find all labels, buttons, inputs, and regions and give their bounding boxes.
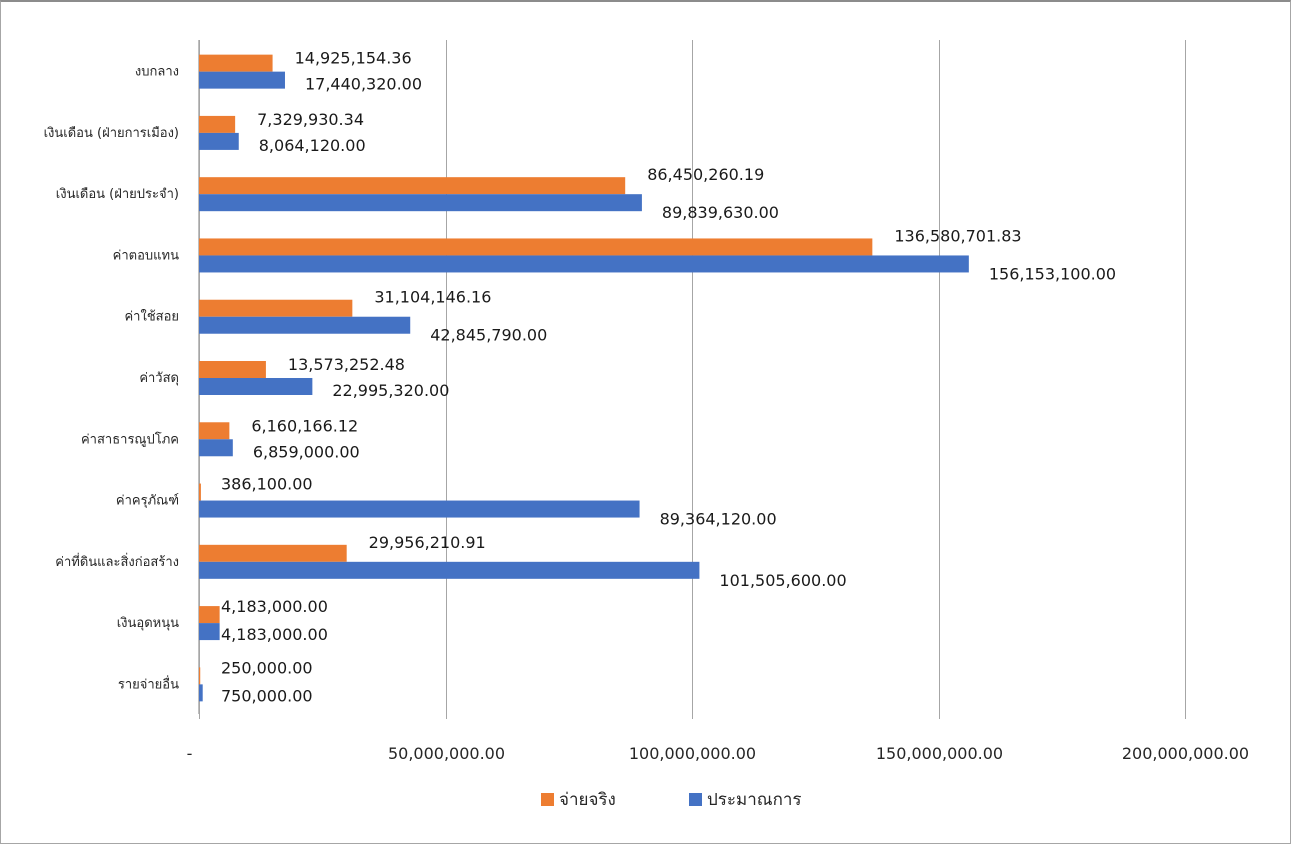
- bar-estimate: [199, 500, 640, 518]
- bar-actual: [199, 606, 220, 624]
- data-label: 136,580,701.83: [894, 226, 1021, 245]
- category-label: เงินเดือน (ฝ่ายประจำ): [56, 186, 179, 202]
- x-tick-label: 200,000,000.00: [1122, 744, 1249, 763]
- bar-estimate: [199, 439, 233, 457]
- bar-estimate: [199, 316, 411, 334]
- data-label: 750,000.00: [221, 686, 313, 705]
- legend-label: จ่ายจริง: [559, 790, 616, 810]
- legend-label: ประมาณการ: [707, 790, 802, 810]
- category-label: เงินอุดหนุน: [117, 616, 179, 631]
- value-axis: - 50,000,000.00 100,000,000.00 150,000,000.…: [187, 40, 1249, 763]
- bar-estimate: [199, 561, 700, 579]
- legend-swatch: [689, 793, 702, 806]
- category-label: ค่าใช้สอย: [124, 309, 179, 325]
- bar-estimate: [199, 623, 220, 641]
- legend: จ่ายจริง ประมาณการ: [541, 790, 802, 810]
- bar-actual: [199, 299, 353, 317]
- data-label: 8,064,120.00: [259, 136, 366, 155]
- bar-actual: [199, 177, 626, 195]
- category-label: เงินเดือน (ฝ่ายการเมือง): [44, 125, 179, 141]
- bar-actual: [199, 361, 266, 378]
- bar-estimate: [199, 255, 969, 273]
- data-label: 7,329,930.34: [257, 110, 364, 129]
- data-label: 22,995,320.00: [332, 381, 449, 400]
- bar-estimate: [199, 132, 239, 150]
- bar-estimate: [199, 684, 203, 702]
- category-label: ค่าตอบแทน: [113, 248, 179, 263]
- data-labels: 14,925,154.36 17,440,320.00 7,329,930.34 8,…: [221, 49, 1116, 706]
- data-label: 31,104,146.16: [374, 288, 491, 307]
- category-label: ค่าที่ดินและสิ่งก่อสร้าง: [55, 553, 179, 570]
- bars: [199, 54, 969, 702]
- bar-actual: [199, 238, 873, 256]
- data-label: 29,956,210.91: [369, 533, 486, 552]
- x-tick-label: 150,000,000.00: [876, 744, 1003, 763]
- gridlines: [199, 40, 1186, 719]
- data-label: 101,505,600.00: [719, 571, 846, 590]
- bar-actual: [199, 422, 230, 440]
- data-label: 17,440,320.00: [305, 75, 422, 94]
- data-label: 86,450,260.19: [647, 165, 764, 184]
- data-label: 89,839,630.00: [662, 203, 779, 222]
- category-label: ค่าครุภัณฑ์: [116, 493, 179, 509]
- category-label: รายจ่ายอื่น: [118, 675, 179, 692]
- x-tick-label: -: [187, 744, 193, 763]
- category-label: ค่าวัสดุ: [139, 371, 179, 386]
- data-label: 42,845,790.00: [430, 326, 547, 345]
- bar-actual: [199, 544, 347, 562]
- bar-estimate: [199, 71, 285, 89]
- data-label: 89,364,120.00: [660, 510, 777, 529]
- data-label: 13,573,252.48: [288, 355, 405, 374]
- data-label: 4,183,000.00: [221, 597, 328, 616]
- bar-actual: [199, 483, 201, 501]
- legend-swatch: [541, 793, 554, 806]
- bar-actual: [199, 54, 273, 72]
- category-label: ค่าสาธารณูปโภค: [81, 431, 179, 447]
- bar-estimate: [199, 194, 642, 212]
- data-label: 250,000.00: [221, 658, 313, 677]
- x-tick-label: 100,000,000.00: [629, 744, 756, 763]
- category-label: งบกลาง: [135, 65, 179, 80]
- bar-actual: [199, 115, 236, 133]
- data-label: 6,160,166.12: [251, 416, 358, 435]
- x-tick-label: 50,000,000.00: [388, 744, 505, 763]
- data-label: 156,153,100.00: [989, 264, 1116, 283]
- data-label: 386,100.00: [221, 475, 313, 494]
- data-label: 14,925,154.36: [295, 49, 412, 68]
- data-label: 4,183,000.00: [221, 625, 328, 644]
- bar-estimate: [199, 378, 313, 395]
- data-label: 6,859,000.00: [253, 442, 360, 461]
- bar-actual: [199, 667, 201, 685]
